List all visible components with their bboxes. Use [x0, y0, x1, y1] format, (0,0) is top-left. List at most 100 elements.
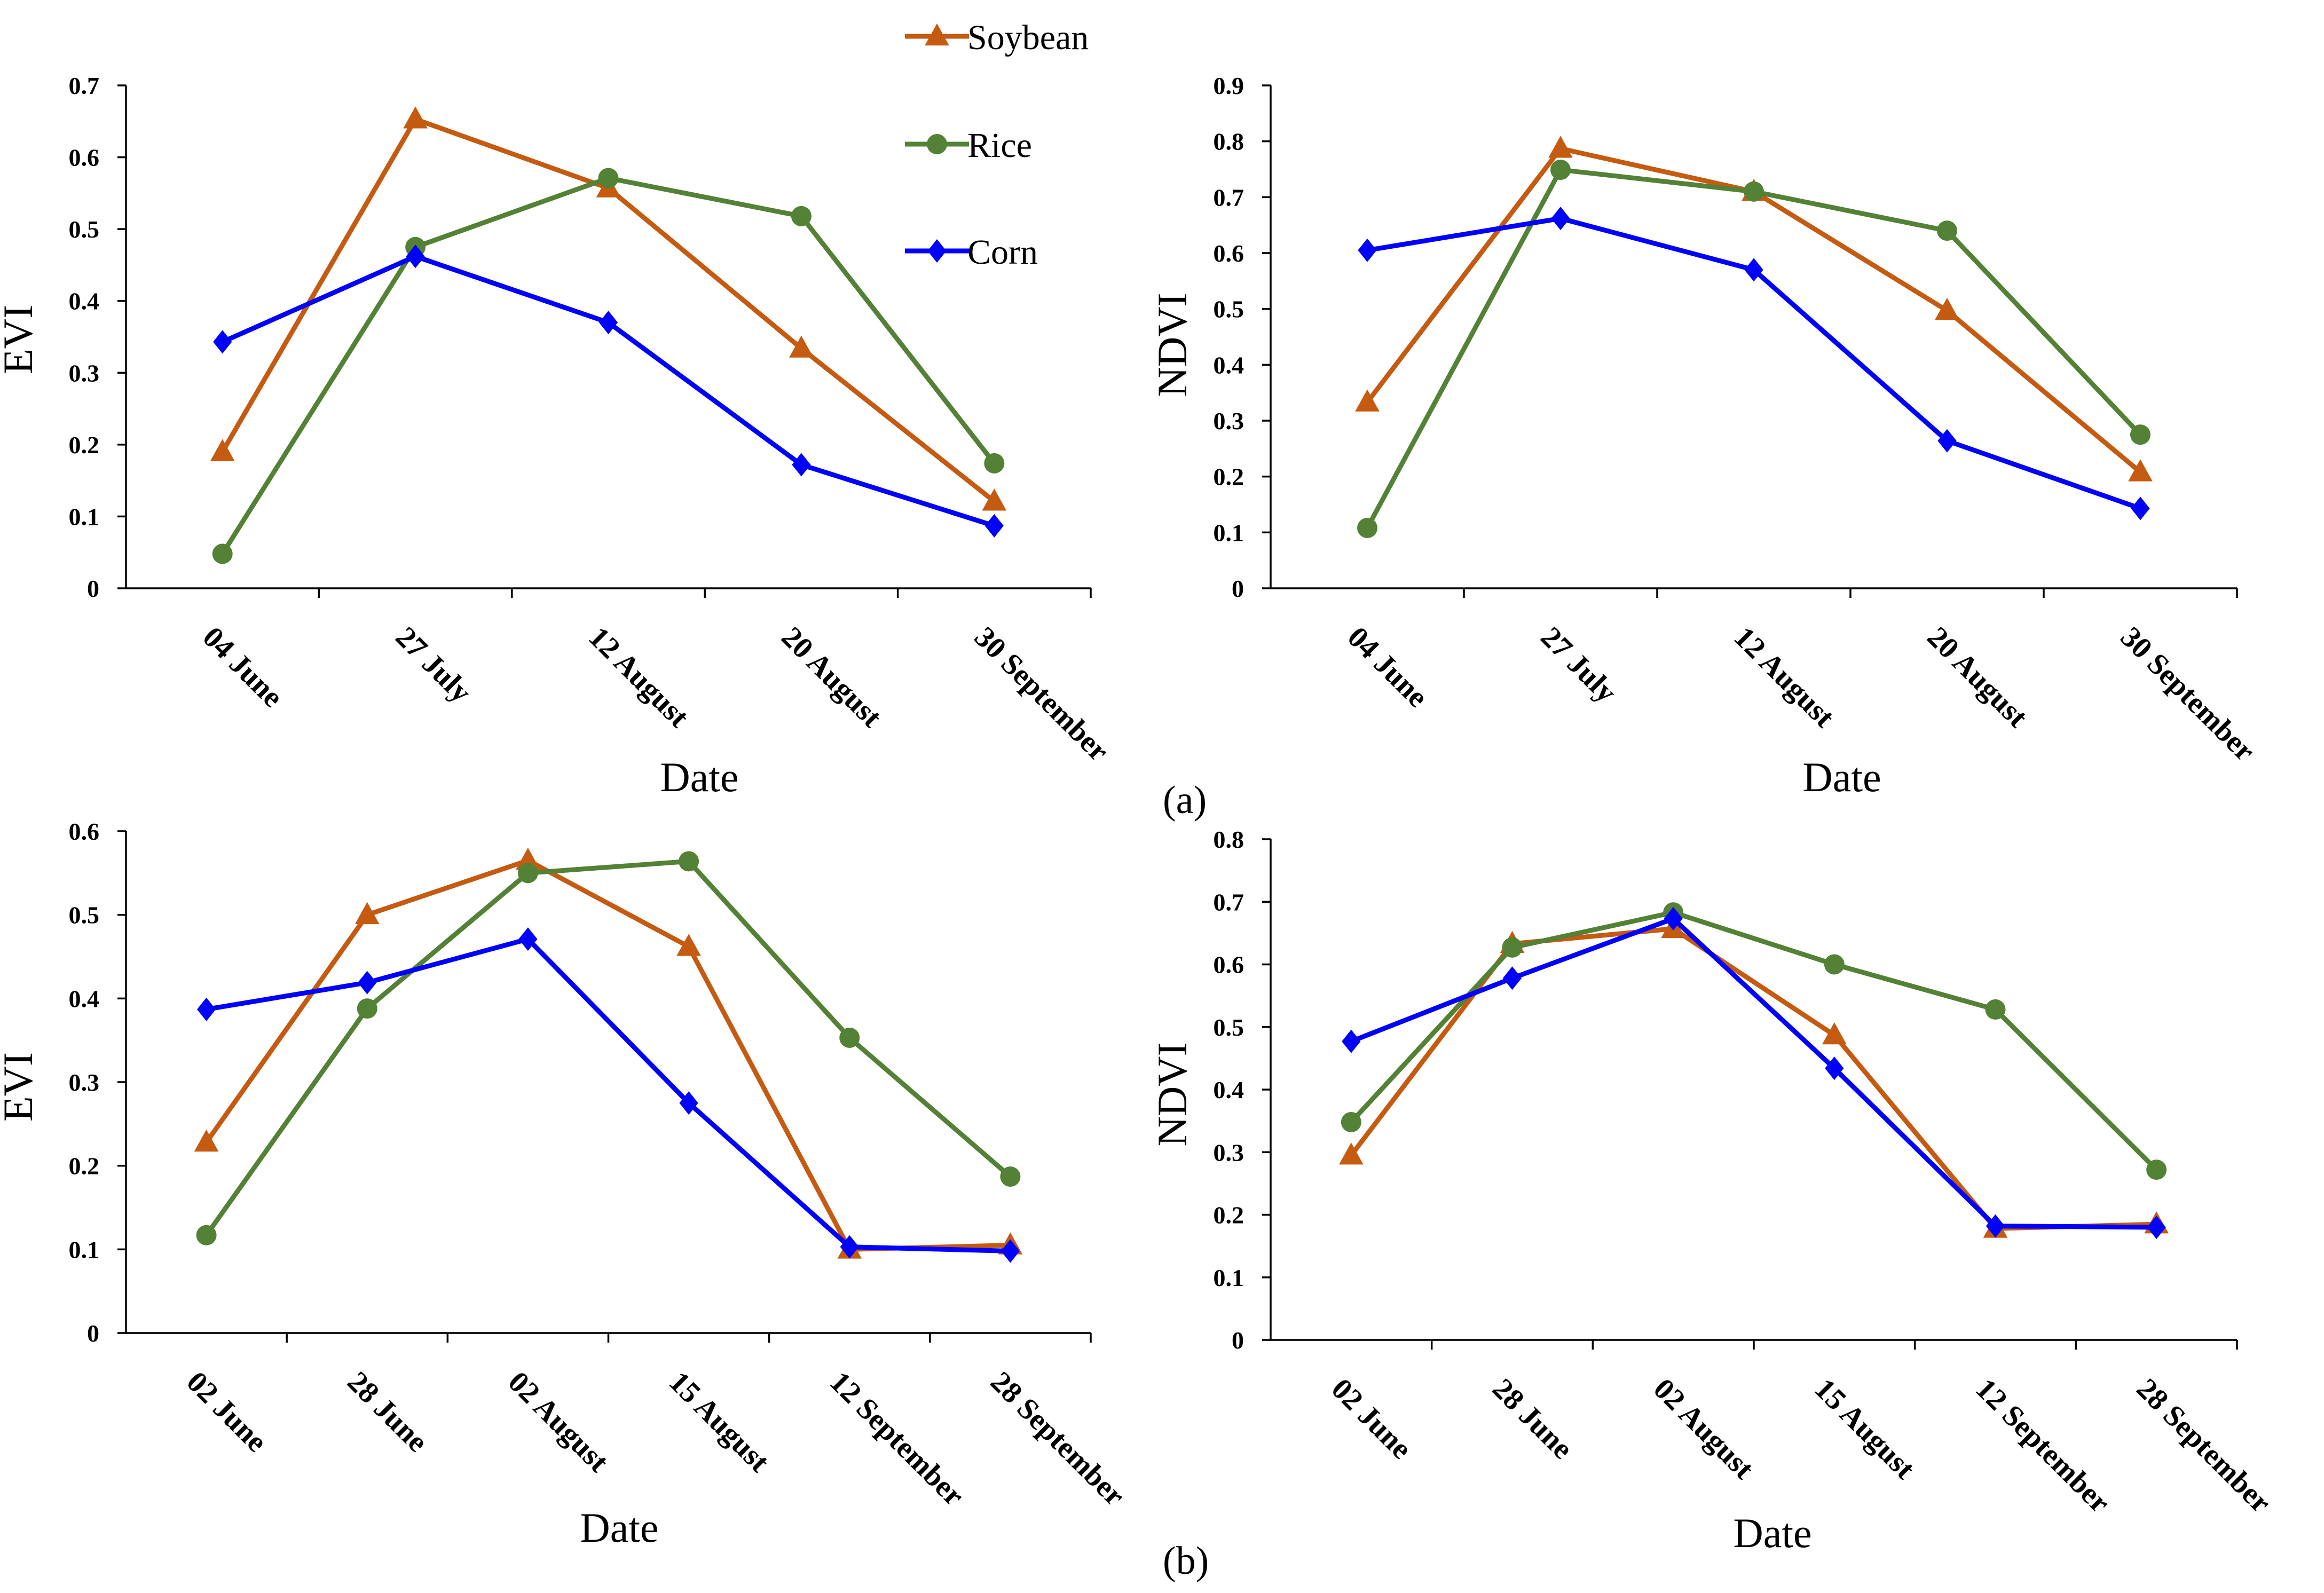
point-soybean — [354, 902, 380, 924]
point-rice — [984, 453, 1005, 474]
x-tick-label: 27 July — [1534, 620, 1623, 709]
point-rice — [212, 543, 233, 564]
x-tick-label: 04 June — [1341, 620, 1435, 714]
series-line-soybean — [1349, 926, 2157, 1231]
y-tick-label: 0.5 — [69, 216, 100, 243]
y-tick-label: 0.4 — [69, 288, 100, 315]
point-rice — [679, 851, 699, 872]
point-rice — [839, 1027, 860, 1048]
point-soybean — [1355, 389, 1380, 412]
y-tick-label: 0.6 — [69, 144, 100, 171]
legend-item-rice[interactable]: Rice — [905, 126, 1032, 165]
y-tick-label: 0.3 — [1214, 1139, 1244, 1166]
point-rice — [1000, 1166, 1021, 1187]
legend-marker-corn — [927, 239, 947, 263]
point-soybean — [1548, 136, 1573, 158]
point-corn — [196, 997, 216, 1021]
series-line-rice — [1365, 167, 2142, 530]
y-tick-label: 0 — [87, 1320, 99, 1347]
series-line-rice — [220, 176, 996, 555]
y-tick-label: 0.6 — [1214, 951, 1244, 979]
y-tick-label: 0.4 — [1214, 351, 1244, 378]
x-tick-label: 02 June — [1325, 1372, 1419, 1465]
x-tick-label: 20 August — [1921, 620, 2034, 734]
point-corn — [1358, 238, 1377, 262]
y-tick-label: 0.3 — [1214, 407, 1244, 435]
y-tick-label: 0 — [1232, 575, 1244, 602]
legend-label-soybean: Soybean — [967, 18, 1089, 57]
point-rice — [1824, 954, 1845, 975]
point-corn — [1744, 258, 1763, 282]
series-line-corn — [1350, 916, 2157, 1230]
y-tick-label: 0.7 — [69, 72, 100, 99]
point-corn — [598, 311, 618, 335]
point-rice — [1502, 937, 1523, 958]
x-tick-label: 20 August — [775, 620, 888, 734]
series-line-corn — [221, 254, 995, 529]
x-tick-label: 28 September — [984, 1365, 1131, 1512]
x-tick-label: 28 June — [341, 1365, 435, 1458]
y-tick-label: 0.1 — [1214, 1264, 1244, 1291]
y-tick-label: 0.3 — [69, 359, 100, 387]
y-tick-label: 0.8 — [1214, 826, 1244, 853]
point-soybean — [1935, 297, 1959, 320]
legend-marker-rice — [927, 134, 947, 154]
point-rice — [1550, 160, 1571, 180]
legend-label-corn: Corn — [967, 233, 1038, 272]
point-corn — [1825, 1056, 1844, 1081]
point-rice — [196, 1225, 217, 1245]
y-tick-label: 0.2 — [69, 1153, 100, 1180]
y-tick-label: 0.1 — [69, 1236, 100, 1263]
point-corn — [213, 330, 232, 354]
y-tick-label: 0.4 — [1214, 1076, 1244, 1103]
y-tick-label: 0.2 — [69, 431, 100, 459]
point-soybean — [1339, 1142, 1364, 1165]
x-tick-label: 12 September — [1969, 1372, 2116, 1519]
y-tick-label: 0.2 — [1214, 1202, 1244, 1229]
point-corn — [358, 971, 377, 995]
series-line-soybean — [204, 858, 1011, 1252]
point-soybean — [676, 934, 701, 956]
x-tick-label: 30 September — [2114, 620, 2262, 768]
point-soybean — [210, 439, 235, 461]
series-line-corn — [206, 936, 1011, 1253]
y-tick-label: 0.3 — [69, 1069, 100, 1096]
legend-item-soybean[interactable]: Soybean — [905, 18, 1089, 57]
point-rice — [791, 206, 812, 226]
y-tick-label: 0.8 — [1214, 128, 1244, 155]
point-corn — [1000, 1239, 1020, 1263]
point-corn — [2147, 1215, 2166, 1239]
y-tick-label: 0 — [1232, 1327, 1244, 1354]
x-tick-label: 15 August — [1808, 1372, 1921, 1485]
y-tick-label: 0.1 — [1214, 519, 1244, 546]
series-line-rice — [204, 858, 1012, 1237]
x-tick-label: 15 August — [663, 1365, 776, 1478]
x-tick-label: 02 August — [502, 1365, 615, 1478]
x-tick-label: 12 September — [823, 1365, 971, 1512]
y-tick-label: 0.1 — [69, 503, 100, 530]
legend-item-corn[interactable]: Corn — [905, 233, 1038, 272]
y-tick-label: 0.9 — [1214, 72, 1244, 99]
x-axis-title: Date — [660, 754, 738, 800]
point-rice — [1985, 999, 2006, 1020]
point-rice — [1744, 181, 1764, 202]
y-tick-label: 0.7 — [1214, 888, 1244, 916]
point-corn — [840, 1235, 859, 1259]
chart-b-evi: 0 0.1 0.2 0.3 0.4 0.5 0.6 02 June 28 June 02 Augu… — [0, 818, 1131, 1551]
point-corn — [406, 245, 425, 269]
point-corn — [1664, 906, 1683, 930]
point-rice — [1357, 517, 1377, 538]
point-corn — [1986, 1214, 2005, 1238]
point-rice — [517, 863, 538, 884]
point-soybean — [403, 106, 428, 129]
x-tick-label: 27 July — [389, 620, 478, 709]
point-rice — [1341, 1111, 1361, 1132]
chart-b-ndvi: 0 0.1 0.2 0.3 0.4 0.5 0.6 0.7 0.8 02 June 28 June 0… — [1149, 826, 2278, 1556]
legend-label-rice: Rice — [967, 126, 1032, 165]
series-line-rice — [1349, 910, 2158, 1172]
point-rice — [2130, 424, 2150, 445]
point-soybean — [1822, 1022, 1847, 1045]
legend-marker-soybean — [925, 23, 949, 46]
point-corn — [518, 927, 538, 951]
y-axis-title: EVI — [0, 1052, 41, 1122]
